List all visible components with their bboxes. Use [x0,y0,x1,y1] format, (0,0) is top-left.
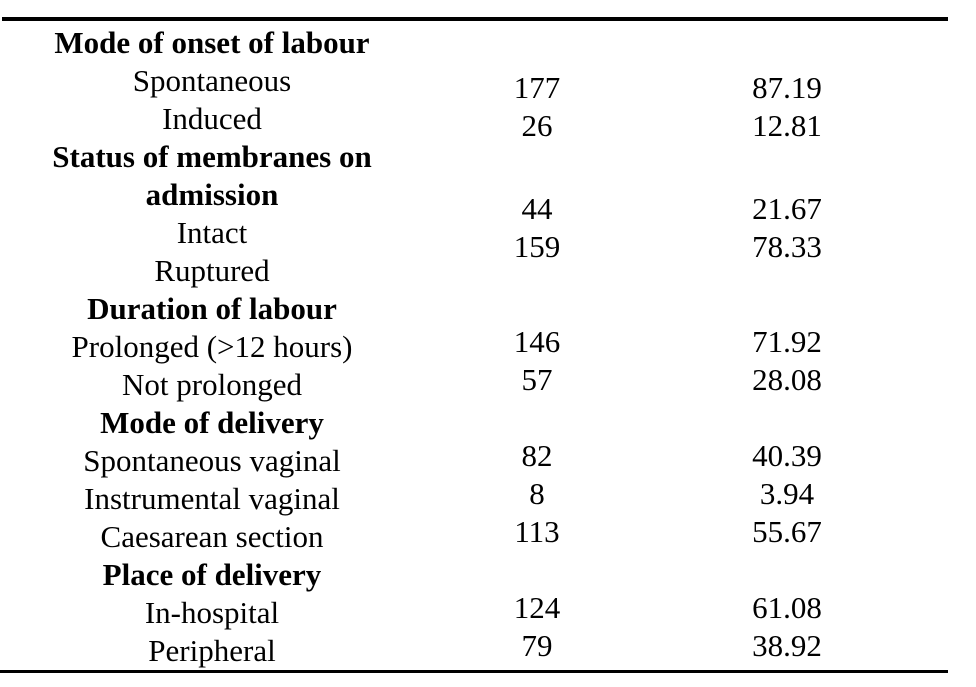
section-header: Place of delivery [102,557,322,592]
row-percent: 21.67 [752,191,822,226]
section-labels: Duration of labour Prolonged (>12 hours) N… [2,290,422,404]
row-label: Caesarean section [100,519,324,554]
row-percent: 87.19 [752,70,822,105]
section-labels: Mode of delivery Spontaneous vaginal Instr… [2,404,422,556]
row-count-column: 146 57 [422,304,652,418]
section-labels: Status of membranes on admission Intact Rup… [2,138,422,290]
row-count: 82 [521,438,553,473]
row-count: 177 [513,70,561,105]
frequency-table: Mode of onset of labour Spontaneous Induce… [2,24,947,670]
row-count: 57 [521,362,553,397]
row-percent: 12.81 [752,108,822,143]
table-top-rule [2,17,948,21]
section-labels: Place of delivery In-hospital Peripheral [2,556,422,670]
row-percent: 40.39 [752,438,822,473]
section-header: admission [145,177,279,212]
row-count-column: 82 8 113 [422,418,652,570]
section-header: Status of membranes on [52,139,372,174]
row-count: 159 [513,229,561,264]
row-percent: 71.92 [752,324,822,359]
row-label: Spontaneous vaginal [83,443,341,478]
row-count: 8 [529,476,545,511]
row-percent-column: 21.67 78.33 [652,152,922,304]
table-section: Status of membranes on admission Intact Rup… [2,138,947,290]
row-percent-column: 61.08 38.92 [652,570,922,684]
row-count-column: 44 159 [422,152,652,304]
row-percent: 61.08 [752,590,822,625]
row-percent: 78.33 [752,229,822,264]
table-section: Mode of onset of labour Spontaneous Induce… [2,24,947,143]
row-count-column: 124 79 [422,570,652,684]
row-count: 79 [521,628,553,663]
row-percent-column: 71.92 28.08 [652,304,922,418]
row-label: Spontaneous [132,63,292,98]
row-count: 44 [521,191,553,226]
row-count: 124 [513,590,561,625]
row-percent: 28.08 [752,362,822,397]
row-count: 26 [521,108,553,143]
section-labels: Mode of onset of labour Spontaneous Induce… [2,24,422,138]
row-label: Instrumental vaginal [84,481,340,516]
table-section: Duration of labour Prolonged (>12 hours) N… [2,290,947,404]
row-count: 113 [514,514,560,549]
row-label: Induced [162,101,262,136]
row-percent: 3.94 [759,476,815,511]
row-label: Not prolonged [122,367,302,402]
row-label: Prolonged (>12 hours) [71,329,353,364]
table-bottom-rule [0,670,948,673]
row-label: Ruptured [154,253,270,288]
row-percent-column: 40.39 3.94 55.67 [652,418,922,570]
section-header: Mode of onset of labour [54,25,370,60]
row-label: In-hospital [144,595,280,630]
row-percent: 55.67 [752,514,822,549]
row-count: 146 [513,324,561,359]
table-section: Place of delivery In-hospital Peripheral 12… [2,556,947,670]
row-count-column: 177 26 [422,50,652,164]
row-label: Peripheral [148,633,276,668]
table-section: Mode of delivery Spontaneous vaginal Instr… [2,404,947,556]
section-header: Mode of delivery [100,405,324,440]
row-label: Intact [176,215,248,250]
row-percent: 38.92 [752,628,822,663]
row-percent-column: 87.19 12.81 [652,50,922,164]
section-header: Duration of labour [87,291,337,326]
